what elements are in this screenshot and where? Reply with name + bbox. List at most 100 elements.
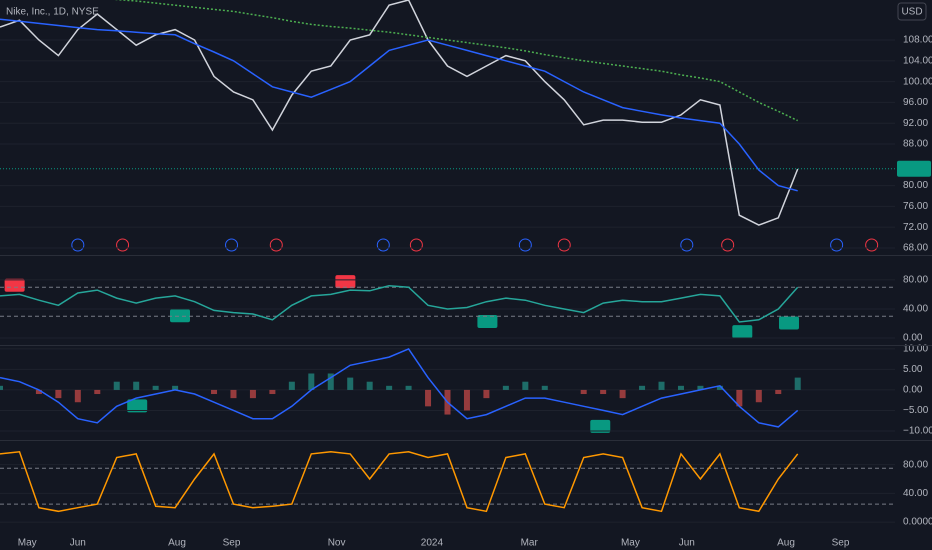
histogram-bar: [502, 385, 509, 390]
histogram-bar: [230, 389, 237, 399]
histogram-bar: [327, 373, 334, 390]
y-tick-label: 10.00: [903, 344, 928, 355]
y-tick-label: 72.00: [903, 222, 928, 233]
annotation-box: [127, 399, 148, 413]
series-line: [0, 18, 798, 192]
y-tick-label: 76.00: [903, 201, 928, 212]
annotation-box: [170, 309, 190, 323]
histogram-bar: [288, 381, 295, 390]
y-tick-label: 40.00: [903, 488, 928, 499]
series-line: [0, 284, 799, 323]
histogram-bar: [522, 381, 529, 390]
histogram-bar: [619, 389, 626, 399]
event-marker: [557, 238, 571, 252]
histogram-bar: [133, 381, 140, 390]
event-marker: [865, 238, 879, 252]
histogram-bar: [366, 381, 373, 390]
histogram-bar: [405, 385, 412, 390]
histogram-bar: [716, 385, 723, 390]
histogram-bar: [152, 385, 159, 390]
event-marker: [409, 238, 423, 252]
y-tick-label: 100.00: [903, 76, 932, 87]
y-tick-label: 0.00: [903, 333, 923, 344]
y-tick-label: 80.00: [903, 275, 928, 286]
histogram-bar: [249, 389, 256, 399]
x-tick-label: Aug: [777, 538, 795, 549]
histogram-bar: [755, 389, 762, 403]
y-tick-label: 104.00: [903, 55, 932, 66]
y-tick-label: 80.00: [903, 180, 928, 191]
event-marker: [680, 238, 694, 252]
x-tick-label: Sep: [832, 538, 850, 549]
histogram-bar: [425, 389, 432, 407]
annotation-box: [590, 419, 611, 433]
pane: [0, 279, 895, 339]
event-marker: [721, 238, 735, 252]
histogram-bar: [658, 381, 665, 390]
histogram-bar: [94, 389, 101, 395]
x-tick-label: May: [621, 538, 640, 549]
histogram-bar: [0, 385, 3, 390]
currency-box[interactable]: [897, 2, 927, 21]
series-line: [0, 0, 799, 226]
series-line: [114, 0, 799, 122]
y-tick-label: 108.00: [903, 35, 932, 46]
event-marker: [116, 238, 130, 252]
histogram-bar: [794, 377, 801, 390]
x-tick-label: Aug: [168, 538, 186, 549]
event-marker: [830, 238, 844, 252]
histogram-bar: [483, 389, 490, 399]
annotation-box: [335, 275, 356, 289]
y-tick-label: 68.00: [903, 243, 928, 254]
histogram-bar: [172, 385, 179, 390]
x-tick-label: May: [18, 538, 37, 549]
annotation-box: [778, 316, 799, 330]
histogram-bar: [541, 385, 548, 390]
histogram-bar: [74, 389, 81, 403]
event-marker: [71, 238, 85, 252]
x-tick-label: Jun: [679, 538, 695, 549]
x-tick-label: Jun: [70, 538, 86, 549]
y-tick-label: 92.00: [903, 118, 928, 129]
histogram-bar: [386, 385, 393, 390]
y-tick-label: 96.00: [903, 97, 928, 108]
y-tick-label: 80.00: [903, 459, 928, 470]
x-tick-label: Mar: [521, 538, 539, 549]
histogram-bar: [697, 385, 704, 390]
y-tick-label: 0.00: [903, 385, 923, 396]
x-tick-label: Sep: [223, 538, 241, 549]
x-tick-label: Nov: [328, 538, 346, 549]
event-marker: [269, 238, 283, 252]
histogram-bar: [463, 389, 470, 411]
currency[interactable]: USD: [901, 7, 922, 18]
histogram-bar: [580, 389, 587, 395]
pane: [0, 347, 895, 432]
y-tick-label: −5.00: [903, 405, 929, 416]
histogram-bar: [736, 389, 743, 407]
histogram-bar: [55, 389, 62, 399]
histogram-bar: [677, 385, 684, 390]
chart-title: Nike, Inc., 1D, NYSE: [6, 7, 99, 18]
histogram-bar: [308, 373, 315, 390]
histogram-bar: [269, 389, 276, 395]
y-tick-label: 40.00: [903, 304, 928, 315]
histogram-bar: [347, 377, 354, 390]
histogram-bar: [113, 381, 120, 390]
y-tick-label: 88.00: [903, 139, 928, 150]
pane: [0, 0, 895, 249]
y-tick-label: 0.0000: [903, 517, 932, 528]
annotation-box: [477, 315, 498, 329]
histogram-bar: [211, 389, 218, 395]
y-tick-label: 5.00: [903, 364, 923, 375]
histogram-bar: [35, 389, 42, 395]
histogram-bar: [639, 385, 646, 390]
histogram-bar: [600, 389, 607, 395]
pane: [0, 450, 895, 523]
histogram-bar: [775, 389, 782, 395]
annotation-box: [732, 325, 753, 339]
x-tick-label: 2024: [421, 538, 444, 549]
event-marker: [225, 238, 239, 252]
annotation-box: [4, 278, 25, 292]
